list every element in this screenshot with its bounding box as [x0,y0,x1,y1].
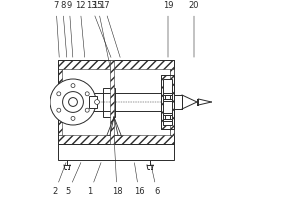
Bar [58,60,174,144]
Bar [169,69,174,135]
Bar [58,143,174,160]
Bar [110,60,114,144]
Bar [164,119,172,121]
Bar [164,99,172,101]
Bar [164,93,172,95]
Circle shape [85,92,89,96]
Circle shape [94,100,99,104]
Text: 7: 7 [53,1,59,57]
Bar [165,115,170,119]
Circle shape [50,79,96,125]
Text: 1: 1 [87,163,101,196]
Bar [164,113,172,115]
Circle shape [71,84,75,88]
Text: 9: 9 [67,1,73,57]
Text: 5: 5 [65,163,81,196]
Bar [58,135,174,144]
Bar [169,69,174,135]
Bar [89,96,97,108]
Bar [58,69,62,135]
Text: 2: 2 [52,163,66,196]
Text: 6: 6 [151,163,160,196]
Bar [58,60,174,69]
Circle shape [69,98,77,106]
Circle shape [57,92,61,96]
Bar [163,79,172,125]
Text: 13: 13 [86,1,111,57]
Bar [103,88,115,117]
Text: 15: 15 [92,1,114,85]
Circle shape [85,108,89,112]
Circle shape [63,92,83,112]
Text: 20: 20 [189,1,199,57]
Text: 16: 16 [134,163,144,196]
Text: 12: 12 [75,1,85,57]
Circle shape [57,108,61,112]
Text: 8: 8 [60,1,67,57]
Circle shape [71,116,75,120]
Text: 17: 17 [99,1,120,57]
Bar [165,95,170,99]
Text: 19: 19 [163,1,173,57]
Text: 18: 18 [112,138,122,196]
Bar [161,75,174,129]
Bar [161,75,174,129]
